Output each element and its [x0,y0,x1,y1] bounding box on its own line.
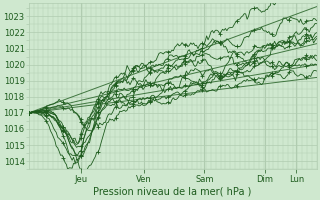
X-axis label: Pression niveau de la mer( hPa ): Pression niveau de la mer( hPa ) [93,187,252,197]
